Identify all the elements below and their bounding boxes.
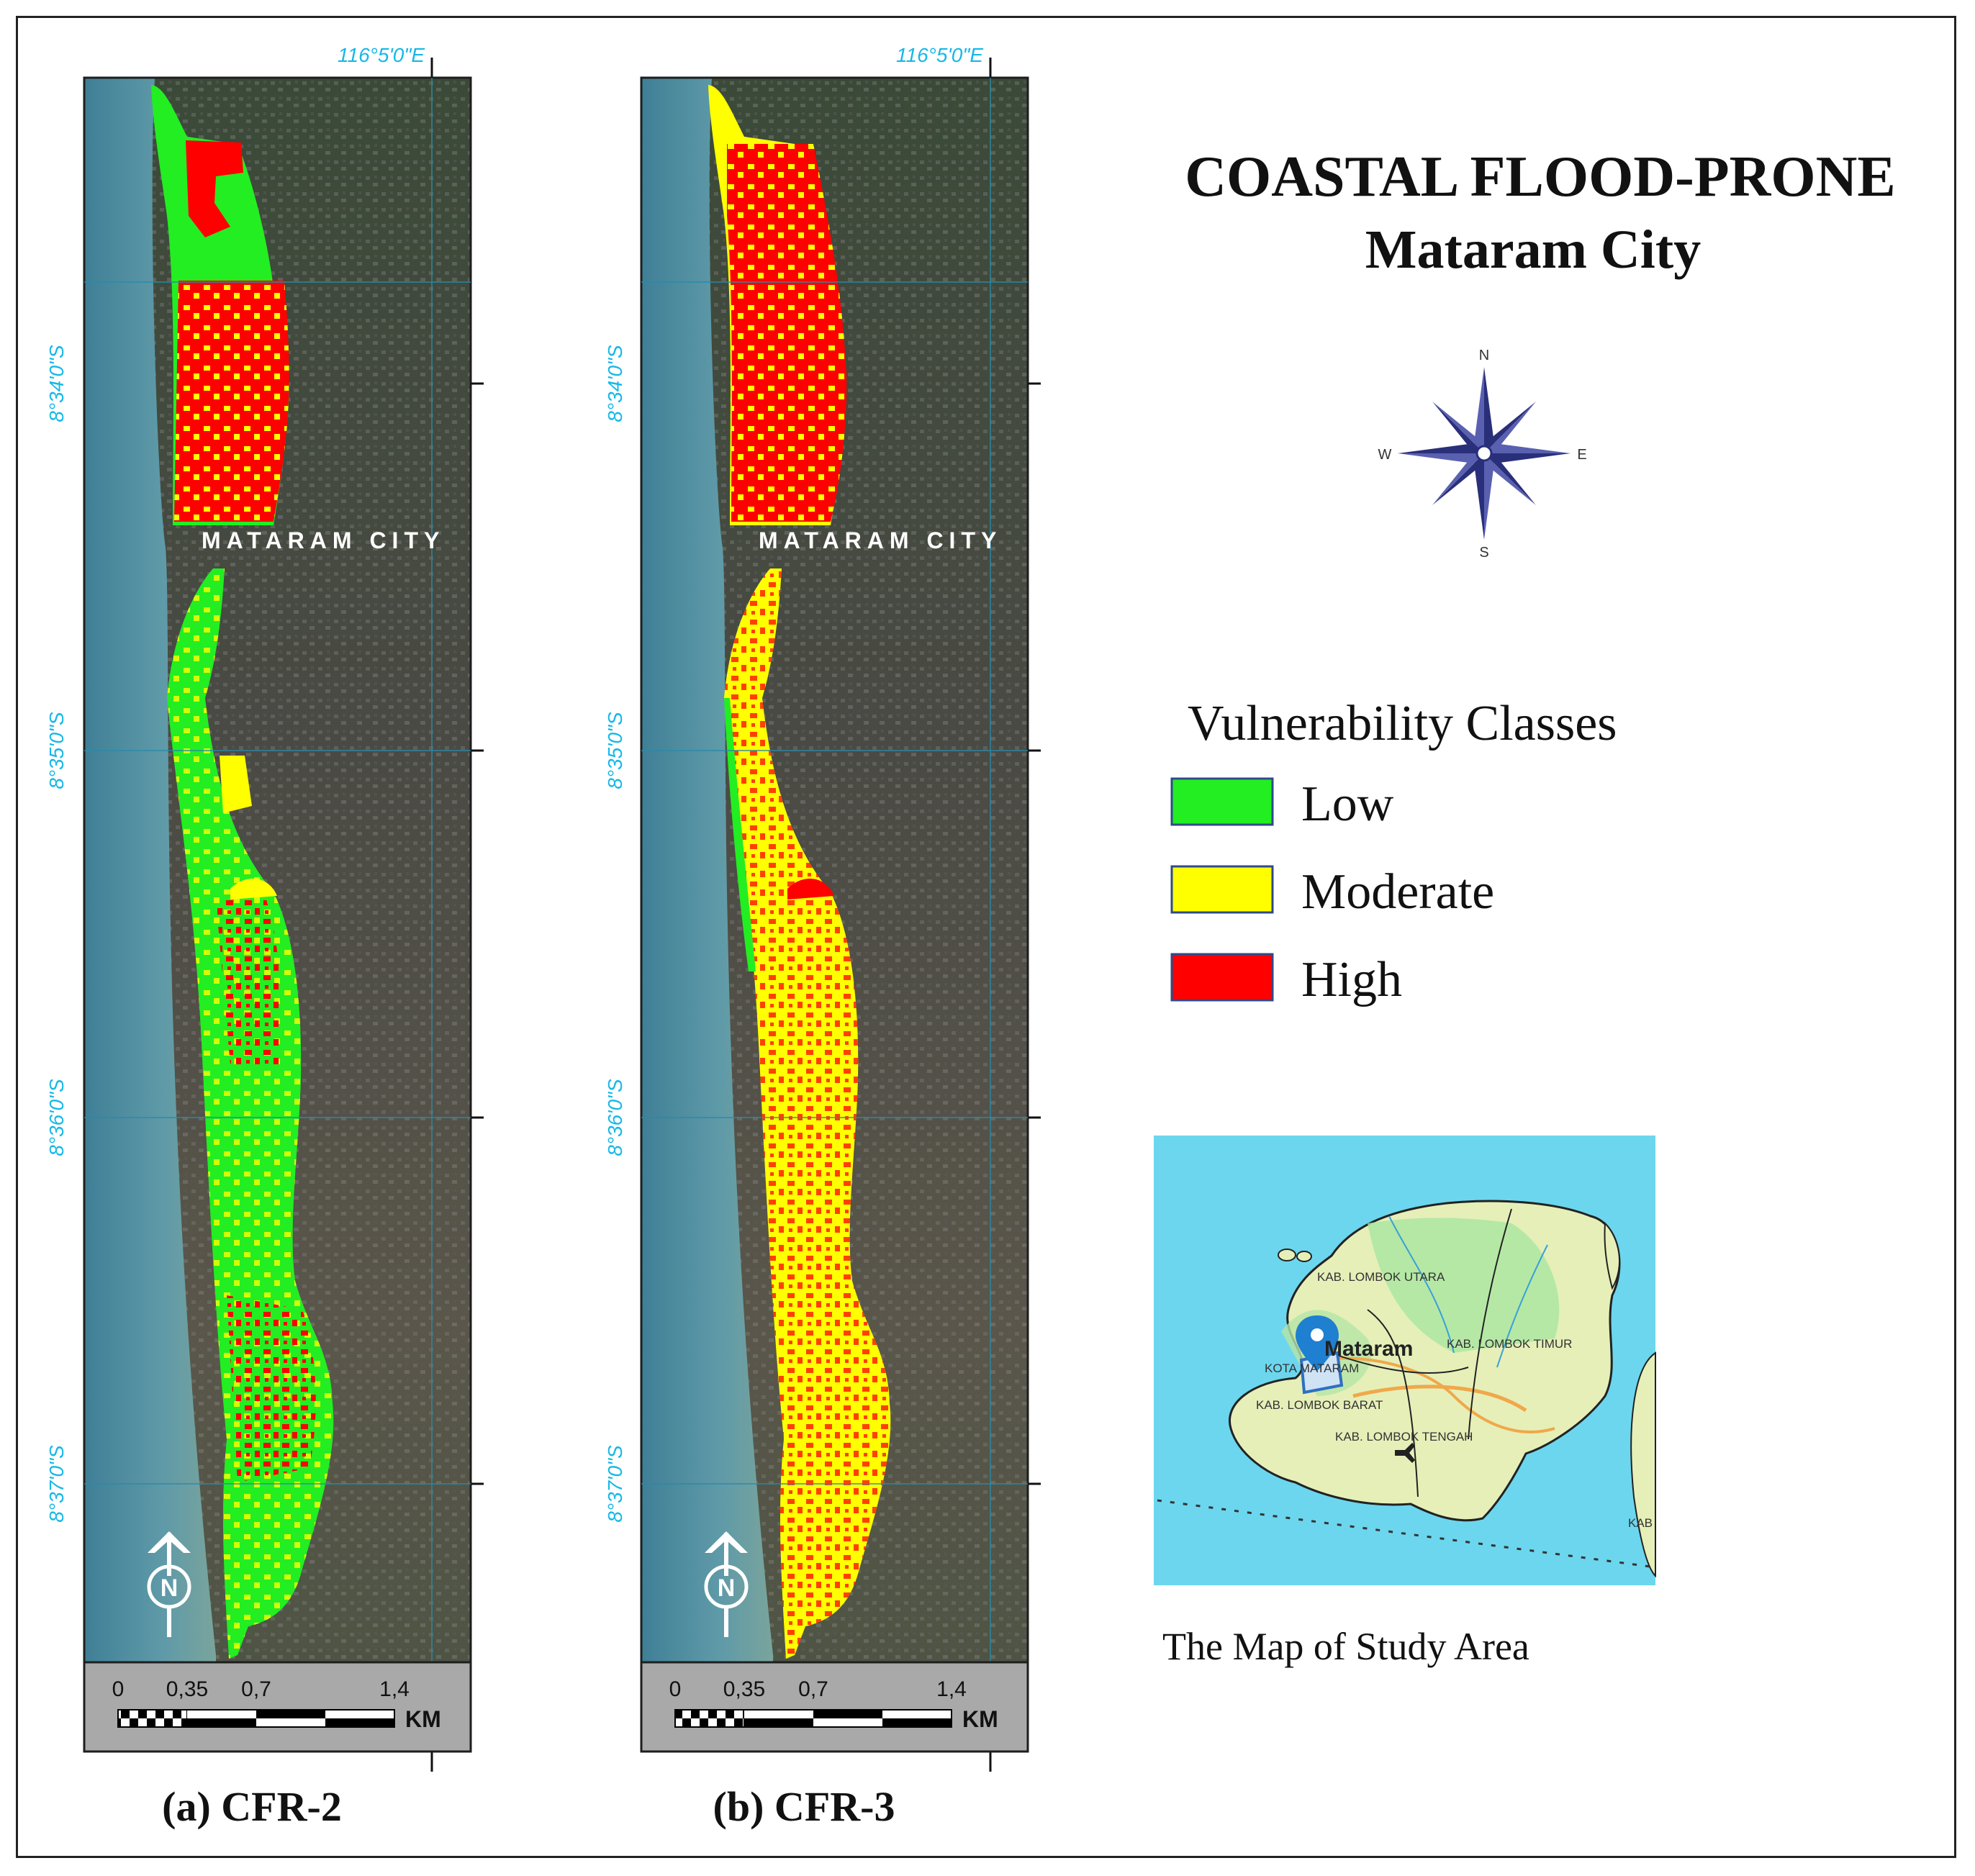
compass-n: N xyxy=(1479,348,1489,363)
airport-icon xyxy=(1395,1443,1415,1463)
scale-tick: 0,7 xyxy=(241,1677,271,1701)
scale-panel xyxy=(640,1661,1029,1753)
scale-tick: 0 xyxy=(669,1677,682,1701)
regency-boundary xyxy=(1468,1208,1512,1440)
river xyxy=(1496,1244,1548,1368)
panel-caption: (a) CFR-2 xyxy=(162,1783,342,1830)
scale-bar xyxy=(674,1709,952,1728)
north-letter: N xyxy=(161,1574,178,1602)
latitude-label: 8°37'0"S xyxy=(604,1445,626,1523)
scale-tick: 0 xyxy=(112,1677,125,1701)
latitude-label: 8°36'0"S xyxy=(604,1079,626,1156)
zone-high-mix xyxy=(227,1295,316,1482)
latitude-label: 8°35'0"S xyxy=(604,712,626,789)
city-label: MATARAM CITY xyxy=(759,527,1002,553)
inset-label: KAB xyxy=(1628,1516,1653,1530)
river xyxy=(1388,1215,1455,1354)
location-pin-icon xyxy=(1296,1315,1339,1371)
legend-title: Vulnerability Classes xyxy=(1188,696,1617,751)
north-arrow-icon: N xyxy=(147,1531,191,1637)
scale-tick: 0,35 xyxy=(166,1677,208,1701)
latitude-label: 8°34'0"S xyxy=(604,345,626,422)
compass-s: S xyxy=(1479,545,1488,561)
latitude-label: 8°34'0"S xyxy=(45,345,68,422)
legend-swatch-moderate xyxy=(1170,865,1274,914)
legend: Vulnerability Classes Low Moderate High xyxy=(1170,696,1617,1007)
zone-moderate-mix xyxy=(174,281,289,522)
compass-w: W xyxy=(1378,447,1392,463)
zone-low xyxy=(724,698,756,971)
legend-swatch-low xyxy=(1170,777,1274,826)
legend-label-high: High xyxy=(1301,952,1402,1007)
longitude-label: 116°5'0"E xyxy=(338,44,425,66)
figure-frame xyxy=(16,16,1956,1858)
scale-unit: KM xyxy=(405,1706,441,1732)
scale-bar xyxy=(117,1709,395,1728)
scale-tick: 0,35 xyxy=(723,1677,765,1701)
latitude-label: 8°36'0"S xyxy=(45,1079,68,1156)
latitude-label: 8°35'0"S xyxy=(45,712,68,789)
regency-boundary xyxy=(1367,1309,1419,1497)
north-letter: N xyxy=(718,1574,736,1602)
forest-area xyxy=(1368,1218,1560,1353)
panel-b: 116°5'0"E 8°34'0"S 8°35'0"S 8°36'0"S 8°3… xyxy=(604,44,1041,1830)
city-label: MATARAM CITY xyxy=(202,527,445,553)
gili-island xyxy=(1278,1249,1296,1261)
small-island xyxy=(1604,1221,1620,1290)
inset-label: KAB. LOMBOK BARAT xyxy=(1256,1398,1383,1412)
compass-rose-icon xyxy=(1398,367,1570,540)
scale-tick: 1,4 xyxy=(379,1677,410,1701)
inset-map: KAB. LOMBOK UTARA Mataram KAB. LOMBOK TI… xyxy=(1154,1136,1656,1668)
inset-label: Mataram xyxy=(1324,1337,1413,1361)
sea-area xyxy=(84,78,216,1752)
scale-unit: KM xyxy=(962,1706,998,1732)
legend-swatch-high xyxy=(1170,953,1274,1002)
zone-moderate xyxy=(220,756,252,813)
legend-label-moderate: Moderate xyxy=(1301,864,1494,920)
panel-caption: (b) CFR-3 xyxy=(713,1783,895,1830)
inset-label: KAB. LOMBOK TENGAH xyxy=(1335,1430,1473,1444)
scale-tick: 1,4 xyxy=(936,1677,967,1701)
inset-label: KAB. LOMBOK TIMUR xyxy=(1447,1337,1572,1351)
zone-moderate xyxy=(230,879,277,900)
province-boundary xyxy=(1157,1499,1656,1569)
panel-a: 116°5'0"E 8°34'0"S 8°35'0"S 8°36'0"S 8°3… xyxy=(45,44,484,1830)
scale-panel xyxy=(83,1661,472,1753)
road xyxy=(1316,1356,1555,1433)
longitude-label: 116°5'0"E xyxy=(896,44,983,66)
compass-e: E xyxy=(1577,447,1586,463)
zone-high xyxy=(787,879,834,900)
map-subtitle: Mataram City xyxy=(1365,219,1701,280)
inset-label: KAB. LOMBOK UTARA xyxy=(1317,1270,1445,1284)
sea-area xyxy=(641,78,773,1752)
zone-high-mix xyxy=(724,568,891,1659)
inset-caption: The Map of Study Area xyxy=(1162,1625,1529,1668)
scale-tick: 0,7 xyxy=(798,1677,828,1701)
latitude-label: 8°37'0"S xyxy=(45,1445,68,1523)
map-title: COASTAL FLOOD-PRONE xyxy=(1185,145,1896,209)
inset-label: KOTA MATARAM xyxy=(1265,1361,1359,1375)
north-arrow-icon: N xyxy=(704,1531,749,1637)
legend-label-low: Low xyxy=(1301,776,1394,832)
gili-island xyxy=(1296,1251,1312,1262)
zone-high-mix xyxy=(216,900,282,1065)
zone-high xyxy=(186,140,243,237)
zone-moderate-mix xyxy=(727,144,847,522)
